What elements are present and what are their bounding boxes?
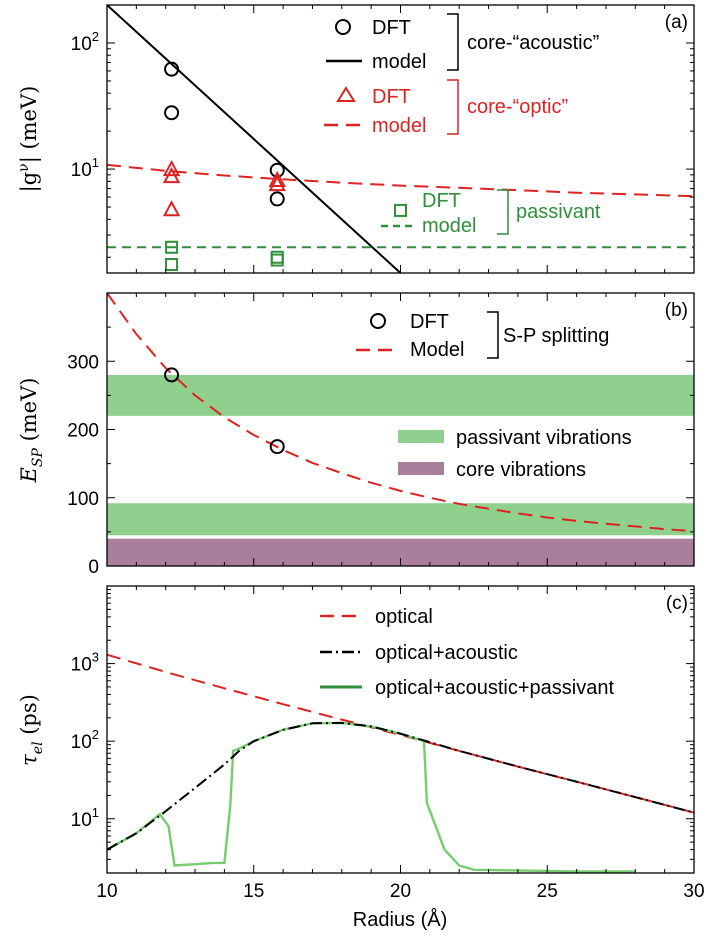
panel-c-ylabel: τel (ps) xyxy=(17,694,46,766)
passivant-band-high xyxy=(107,374,694,416)
panel-b-series xyxy=(107,293,694,566)
panel-b-label: (b) xyxy=(665,300,688,321)
legend-acoustic-model-label: model xyxy=(372,51,426,73)
legend-passivant-band-swatch xyxy=(398,430,444,443)
legend-optical-label: optical xyxy=(375,606,433,628)
panel-c: 10 15 20 25 30 101 102 103 (c) τel (ps) optical… xyxy=(17,585,705,931)
y-tick-label: 100 xyxy=(67,489,99,510)
panel-c-frame xyxy=(106,585,695,874)
y-tick-label: 102 xyxy=(71,727,99,753)
legend-acoustic-group-label: core-“acoustic” xyxy=(467,32,599,54)
x-tick-label: 30 xyxy=(683,881,704,902)
panel-b-legend-bands: passivant vibrations core vibrations xyxy=(398,427,632,481)
panel-b: 0 100 200 300 (b) ESP (meV) DFT Model S-P s… xyxy=(17,292,695,578)
legend-core-band-label: core vibrations xyxy=(456,459,586,481)
legend-optic-model-label: model xyxy=(372,115,426,137)
legend-acoustic-dft-marker xyxy=(335,19,351,35)
sp-dft-point xyxy=(164,367,180,383)
panel-b-ylabel: ESP (meV) xyxy=(17,378,46,484)
panel-a-legend-acoustic: DFT model core-“acoustic” xyxy=(326,13,599,73)
optical-acoustic-line xyxy=(107,721,694,851)
legend-optic-bracket xyxy=(447,79,459,135)
panel-a-ticks: 101 102 xyxy=(71,5,695,273)
x-tick-label: 15 xyxy=(243,881,264,902)
sp-model-line xyxy=(107,293,694,533)
passivant-dft-point xyxy=(165,258,179,272)
legend-sp-group-label: S-P splitting xyxy=(503,325,609,347)
panel-c-series xyxy=(107,653,694,873)
passivant-dft-point xyxy=(165,240,179,254)
legend-optic-group-label: core-“optic” xyxy=(467,96,568,118)
legend-core-band-swatch xyxy=(398,462,444,475)
x-axis-label: Radius (Å) xyxy=(353,908,447,931)
optical-acoustic-passivant-line xyxy=(107,721,636,873)
acoustic-dft-point xyxy=(164,105,180,121)
panel-b-markers xyxy=(164,367,285,455)
x-tick-label: 20 xyxy=(390,881,411,902)
panel-c-legend: optical optical+acoustic optical+acousti… xyxy=(320,606,614,699)
y-tick-label: 101 xyxy=(71,155,99,181)
acoustic-model-line xyxy=(107,5,402,273)
legend-sp-bracket xyxy=(487,311,499,359)
optic-dft-point xyxy=(162,200,181,217)
optic-dft-point xyxy=(268,175,286,192)
optic-dft-point xyxy=(162,159,181,177)
panel-a: 101 102 (a) |gν| (meV) DFT model core-“ac… xyxy=(16,4,695,274)
acoustic-dft-point xyxy=(164,61,180,77)
panel-a-legend-optic: DFT model core-“optic” xyxy=(324,79,568,137)
panel-b-legend-sp: DFT Model S-P splitting xyxy=(356,311,609,361)
x-tick-label: 10 xyxy=(96,881,117,902)
passivant-dft-point xyxy=(270,250,284,264)
panel-b-ticks: 0 100 200 300 xyxy=(67,292,695,578)
legend-passivant-bracket xyxy=(497,189,509,235)
passivant-dft-point xyxy=(394,203,407,217)
legend-optic-dft-label: DFT xyxy=(372,86,411,108)
optic-model-line xyxy=(107,163,694,198)
panel-a-ylabel: |gν| (meV) xyxy=(16,86,42,193)
x-tick-label: 25 xyxy=(537,881,558,902)
legend-passivant-band-label: passivant vibrations xyxy=(456,427,632,449)
passivant-band-low xyxy=(107,503,694,536)
panel-c-ticks: 10 15 20 25 30 101 102 103 xyxy=(71,586,705,902)
panel-a-label: (a) xyxy=(665,12,688,33)
passivant-dft-point xyxy=(270,253,284,267)
sp-dft-point xyxy=(269,439,285,455)
legend-sp-dft-label: DFT xyxy=(410,311,449,333)
optic-dft-point xyxy=(268,170,286,187)
legend-passivant-dft-label: DFT xyxy=(422,190,461,212)
panel-a-frame xyxy=(106,4,695,274)
panel-c-label: (c) xyxy=(666,593,688,614)
panel-a-markers xyxy=(162,61,407,272)
acoustic-dft-point xyxy=(269,191,285,207)
panel-a-series xyxy=(107,5,694,273)
panel-a-legend-passivant: DFT model passivant xyxy=(381,189,601,237)
legend-optic-dft-marker xyxy=(336,86,356,102)
optic-dft-point xyxy=(162,166,181,184)
legend-sp-model-label: Model xyxy=(410,339,464,361)
y-tick-label: 103 xyxy=(71,650,99,676)
legend-sp-dft-marker xyxy=(370,313,386,329)
y-tick-label: 200 xyxy=(67,421,99,442)
legend-optical-acoustic-passivant-label: optical+acoustic+passivant xyxy=(375,677,614,699)
legend-passivant-group-label: passivant xyxy=(516,201,601,223)
legend-passivant-model-label: model xyxy=(422,215,476,237)
panel-b-bands xyxy=(107,374,694,566)
legend-acoustic-dft-label: DFT xyxy=(372,17,411,39)
y-tick-label: 102 xyxy=(71,29,99,55)
y-tick-label: 300 xyxy=(67,352,99,373)
y-tick-label: 101 xyxy=(71,805,99,831)
legend-optical-acoustic-label: optical+acoustic xyxy=(375,642,518,664)
y-tick-label: 0 xyxy=(88,557,99,578)
legend-acoustic-bracket xyxy=(447,13,459,71)
